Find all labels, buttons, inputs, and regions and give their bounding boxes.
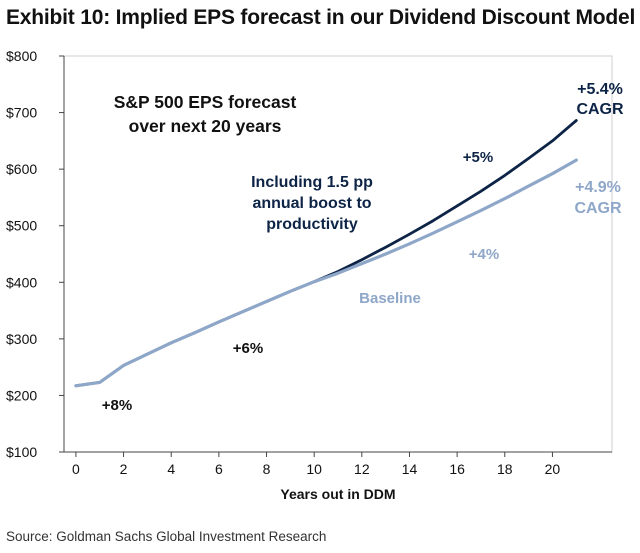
x-axis-ticks: 0 2 4 6 8 10 12 14 16 18 20 [72,452,560,477]
y-tick-label: $700 [6,105,37,121]
x-tick-label: 18 [497,461,513,477]
x-tick-label: 20 [545,461,561,477]
baseline-label: Baseline [359,290,421,307]
cagr-baseline-value: +4.9% [575,179,621,196]
growth-label-6-pct: +6% [233,340,263,357]
y-tick-label: $100 [6,444,37,460]
y-axis-ticks: $100 $200 $300 $400 $500 $600 $700 $800 [6,48,64,460]
chart-title-line-1: S&P 500 EPS forecast [114,92,297,112]
y-tick-label: $600 [6,161,37,177]
y-tick-label: $300 [6,331,37,347]
productivity-label-line-2: annual boost to [252,195,371,212]
series-line-productivity [74,119,578,388]
x-tick-label: 12 [354,461,370,477]
cagr-baseline-word: CAGR [574,200,622,217]
productivity-label-line-1: Including 1.5 pp [251,174,373,191]
chart-title-line-2: over next 20 years [129,116,282,136]
x-tick-label: 0 [72,461,80,477]
x-tick-label: 10 [306,461,322,477]
x-tick-label: 6 [215,461,223,477]
x-tick-label: 8 [263,461,271,477]
cagr-productivity-word: CAGR [576,101,624,118]
source-note: Source: Goldman Sachs Global Investment … [6,529,327,544]
y-tick-label: $500 [6,218,37,234]
growth-label-8-pct: +8% [102,397,132,414]
y-tick-label: $400 [6,274,37,290]
productivity-label-line-3: productivity [266,216,358,233]
growth-label-4-pct: +4% [469,246,499,263]
series-line-baseline [74,158,578,388]
x-tick-label: 2 [120,461,128,477]
x-tick-label: 4 [167,461,175,477]
exhibit-title: Exhibit 10: Implied EPS forecast in our … [6,6,636,29]
x-tick-label: 16 [449,461,465,477]
growth-label-5-pct: +5% [463,149,493,166]
y-tick-label: $200 [6,387,37,403]
cagr-productivity-value: +5.4% [577,81,623,98]
y-tick-label: $800 [6,48,37,64]
x-tick-label: 14 [402,461,418,477]
x-axis-label: Years out in DDM [280,486,395,502]
